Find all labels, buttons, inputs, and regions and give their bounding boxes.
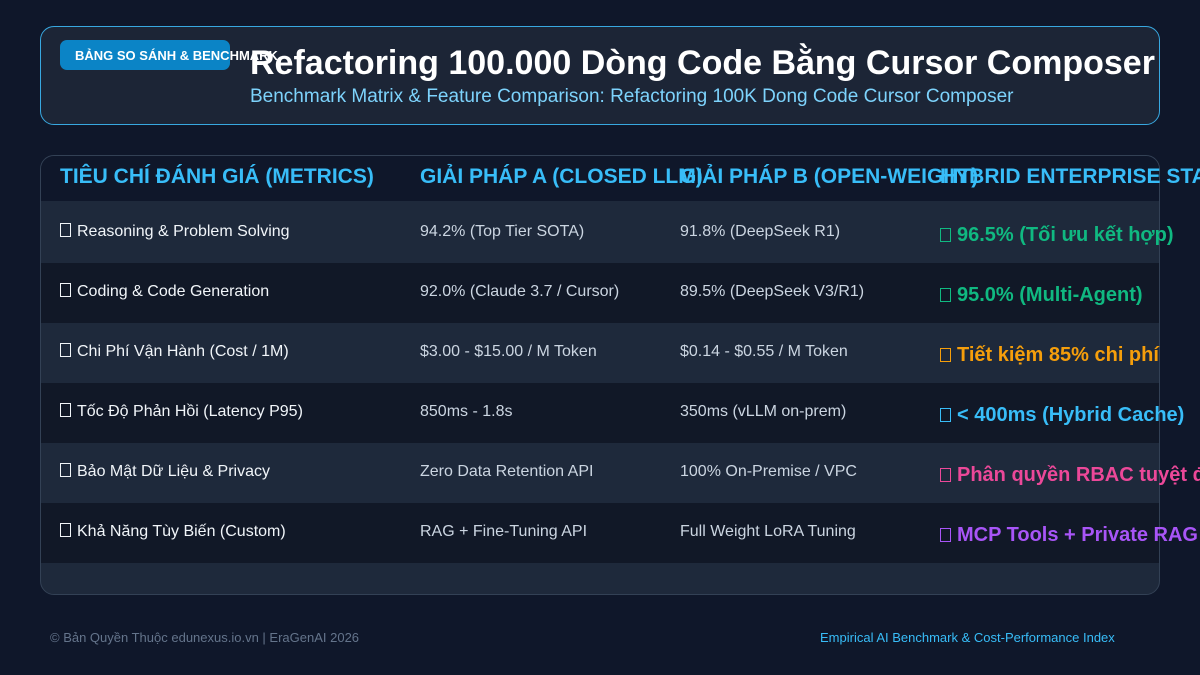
cell-text: < 400ms (Hybrid Cache) bbox=[957, 404, 1185, 426]
icon bbox=[60, 343, 71, 357]
table-cell: Phân quyền RBAC tuyệt đối bbox=[940, 464, 1200, 487]
footer-right: Empirical AI Benchmark & Cost-Performanc… bbox=[820, 630, 1115, 645]
icon bbox=[60, 523, 71, 537]
cell-text: 350ms (vLLM on-prem) bbox=[680, 403, 847, 420]
cell-text: Khả Năng Tùy Biến (Custom) bbox=[77, 523, 286, 540]
cell-text: 95.0% (Multi-Agent) bbox=[957, 284, 1143, 306]
table-cell: 92.0% (Claude 3.7 / Cursor) bbox=[420, 283, 619, 301]
cell-text: Full Weight LoRA Tuning bbox=[680, 523, 856, 540]
subtitle: Benchmark Matrix & Feature Comparison: R… bbox=[250, 86, 1014, 107]
cell-text: 94.2% (Top Tier SOTA) bbox=[420, 223, 585, 240]
cell-text: Chi Phí Vận Hành (Cost / 1M) bbox=[77, 343, 289, 360]
cell-text: Tốc Độ Phản Hồi (Latency P95) bbox=[77, 403, 303, 420]
table-header-band bbox=[41, 156, 1159, 201]
table-cell: Bảo Mật Dữ Liệu & Privacy bbox=[60, 463, 270, 481]
column-header: HYBRID ENTERPRISE STACK bbox=[940, 165, 1200, 188]
table-cell: $0.14 - $0.55 / M Token bbox=[680, 343, 848, 361]
badge bbox=[60, 40, 230, 70]
table-cell: Coding & Code Generation bbox=[60, 283, 269, 301]
title: Refactoring 100.000 Dòng Code Bằng Curso… bbox=[250, 44, 1155, 82]
table-cell: 96.5% (Tối ưu kết hợp) bbox=[940, 224, 1174, 247]
table-cell: Zero Data Retention API bbox=[420, 463, 593, 481]
cell-text: 100% On-Premise / VPC bbox=[680, 463, 857, 480]
table-row bbox=[41, 263, 1159, 323]
table-row bbox=[41, 443, 1159, 503]
table-cell: 350ms (vLLM on-prem) bbox=[680, 403, 846, 421]
icon bbox=[940, 408, 951, 422]
table-cell: Reasoning & Problem Solving bbox=[60, 223, 290, 241]
cell-text: Reasoning & Problem Solving bbox=[77, 223, 290, 240]
icon bbox=[940, 228, 951, 242]
table-cell: 91.8% (DeepSeek R1) bbox=[680, 223, 840, 241]
table-cell: Tiết kiệm 85% chi phí bbox=[940, 344, 1159, 367]
cell-text: MCP Tools + Private RAG bbox=[957, 524, 1198, 546]
cell-text: 92.0% (Claude 3.7 / Cursor) bbox=[420, 283, 620, 300]
table-cell: Full Weight LoRA Tuning bbox=[680, 523, 856, 541]
table-row bbox=[41, 203, 1159, 263]
cell-text: $0.14 - $0.55 / M Token bbox=[680, 343, 848, 360]
icon bbox=[60, 283, 71, 297]
icon bbox=[940, 528, 951, 542]
cell-text: Coding & Code Generation bbox=[77, 283, 270, 300]
icon bbox=[60, 403, 71, 417]
table-cell: < 400ms (Hybrid Cache) bbox=[940, 404, 1184, 427]
table-row bbox=[41, 323, 1159, 383]
column-header: GIẢI PHÁP A (CLOSED LLM) bbox=[420, 165, 703, 188]
table-cell: Tốc Độ Phản Hồi (Latency P95) bbox=[60, 403, 303, 421]
column-header: GIẢI PHÁP B (OPEN-WEIGHT) bbox=[680, 165, 979, 188]
cell-text: 96.5% (Tối ưu kết hợp) bbox=[957, 224, 1174, 246]
cell-text: 91.8% (DeepSeek R1) bbox=[680, 223, 841, 240]
icon bbox=[940, 288, 951, 302]
footer-left: © Bản Quyền Thuộc edunexus.io.vn | EraGe… bbox=[50, 630, 360, 645]
table-cell: $3.00 - $15.00 / M Token bbox=[420, 343, 597, 361]
cell-text: Zero Data Retention API bbox=[420, 463, 594, 480]
table-cell: Chi Phí Vận Hành (Cost / 1M) bbox=[60, 343, 289, 361]
column-header: TIÊU CHÍ ĐÁNH GIÁ (METRICS) bbox=[60, 165, 374, 188]
cell-text: $3.00 - $15.00 / M Token bbox=[420, 343, 597, 360]
table-row bbox=[41, 503, 1159, 563]
cell-text: Phân quyền RBAC tuyệt đối bbox=[957, 464, 1200, 486]
table-cell: RAG + Fine-Tuning API bbox=[420, 523, 587, 541]
cell-text: Bảo Mật Dữ Liệu & Privacy bbox=[77, 463, 271, 480]
table-cell: 850ms - 1.8s bbox=[420, 403, 512, 421]
cell-text: Tiết kiệm 85% chi phí bbox=[957, 344, 1159, 366]
table-cell: 89.5% (DeepSeek V3/R1) bbox=[680, 283, 864, 301]
badge-text: BẢNG SO SÁNH & BENCHMARK bbox=[75, 48, 278, 63]
icon bbox=[940, 468, 951, 482]
icon bbox=[940, 348, 951, 362]
cell-text: 850ms - 1.8s bbox=[420, 403, 513, 420]
table-row bbox=[41, 383, 1159, 443]
table-cell: MCP Tools + Private RAG bbox=[940, 524, 1198, 547]
table-cell: 100% On-Premise / VPC bbox=[680, 463, 857, 481]
table-cell: Khả Năng Tùy Biến (Custom) bbox=[60, 523, 286, 541]
cell-text: RAG + Fine-Tuning API bbox=[420, 523, 588, 540]
table-cell: 94.2% (Top Tier SOTA) bbox=[420, 223, 584, 241]
icon bbox=[60, 463, 71, 477]
table-cell: 95.0% (Multi-Agent) bbox=[940, 284, 1143, 307]
cell-text: 89.5% (DeepSeek V3/R1) bbox=[680, 283, 865, 300]
icon bbox=[60, 223, 71, 237]
